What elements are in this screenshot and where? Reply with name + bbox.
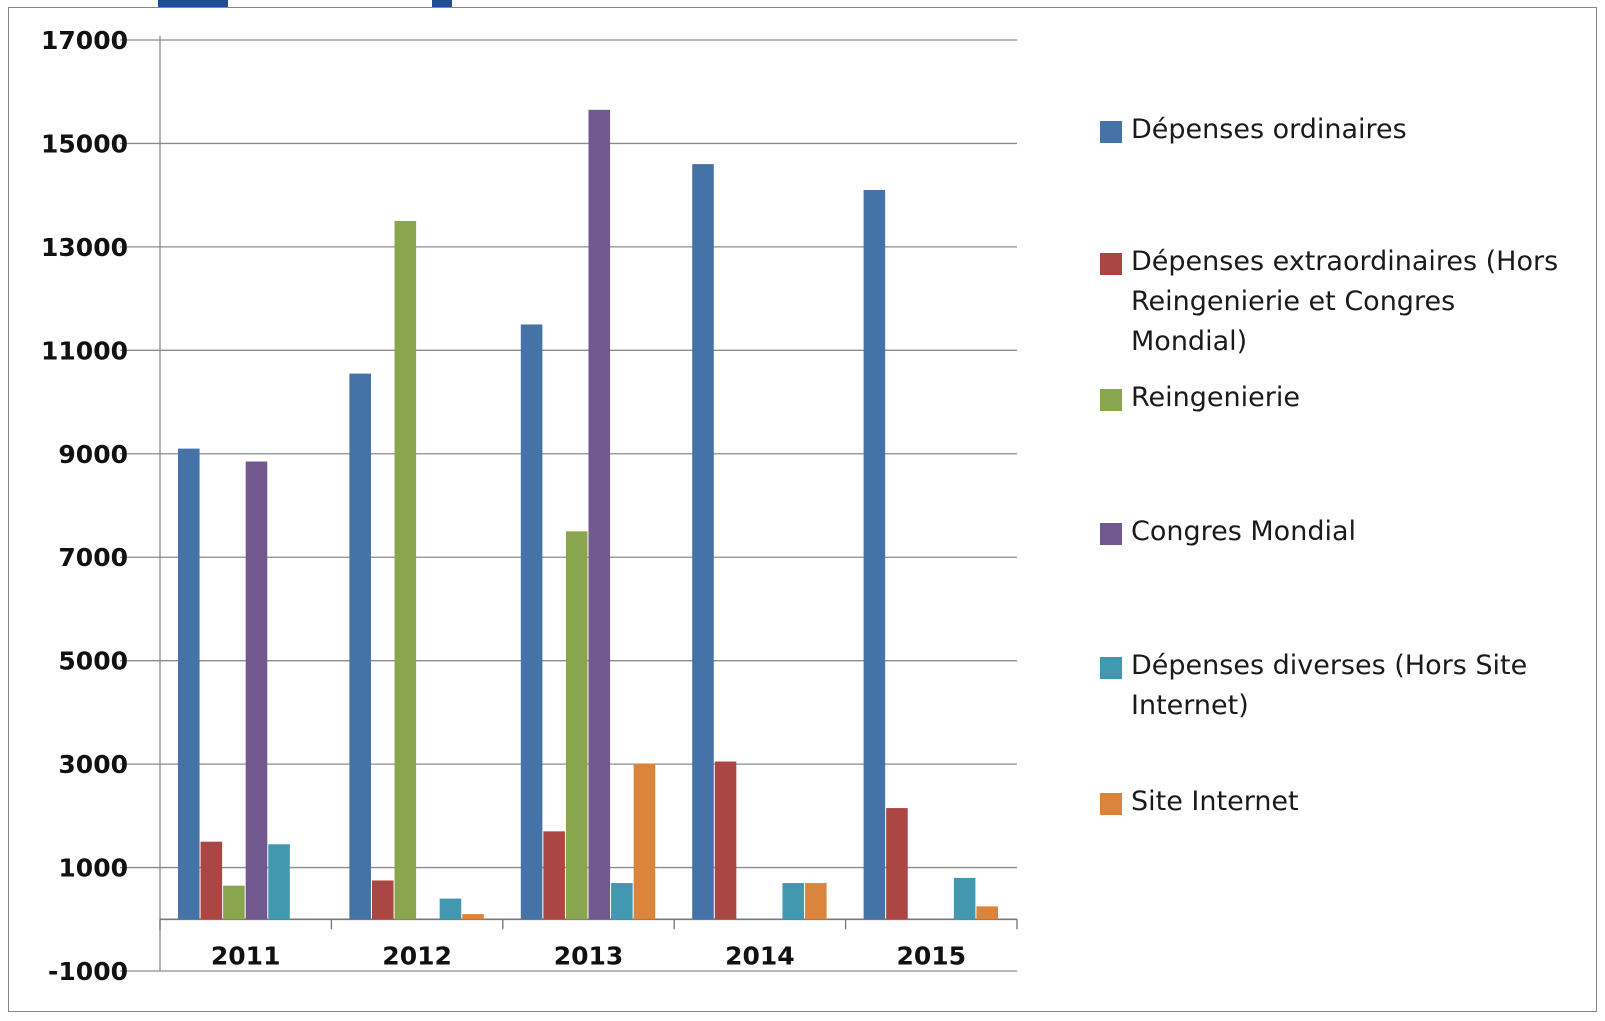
y-tick-label: 7000 [58, 543, 128, 572]
bar [611, 883, 633, 920]
legend-swatch [1100, 657, 1122, 679]
y-tick-label: 15000 [41, 129, 128, 158]
bar [863, 189, 886, 920]
bar [976, 906, 998, 920]
top-strip [0, 0, 1605, 7]
bar [394, 221, 417, 920]
legend-label: Dépenses extraordinaires (Hors Reingenie… [1131, 246, 1559, 357]
y-tick-label: 17000 [41, 26, 128, 55]
legend-swatch [1100, 121, 1122, 143]
legend-label: Reingenierie [1131, 382, 1300, 413]
bar [886, 808, 908, 920]
y-tick-label: 5000 [58, 647, 128, 676]
y-tick-label: 13000 [41, 233, 128, 262]
bar [223, 885, 245, 920]
bar [245, 461, 268, 920]
bar [588, 109, 611, 920]
bar [633, 764, 656, 920]
bar [371, 880, 394, 920]
legend-label: Congres Mondial [1131, 516, 1357, 547]
bar [953, 877, 976, 920]
legend-swatch [1100, 253, 1122, 275]
bar [565, 531, 588, 920]
bar [462, 914, 484, 920]
bar [200, 841, 223, 920]
top-mark-right [432, 0, 452, 7]
y-tick-label: 11000 [41, 336, 128, 365]
bar [520, 324, 543, 920]
y-tick-label: 1000 [58, 854, 128, 883]
legend-label: Site Internet [1131, 786, 1299, 817]
bar [543, 831, 565, 920]
x-tick-label: 2011 [211, 941, 281, 970]
x-tick-label: 2014 [725, 941, 795, 970]
y-tick-label: 9000 [58, 440, 128, 469]
y-tick-label: -1000 [48, 957, 128, 986]
bar [714, 761, 737, 920]
x-tick-label: 2015 [897, 941, 967, 970]
legend-swatch [1100, 793, 1122, 815]
bar [178, 448, 200, 920]
legend-label: Dépenses ordinaires [1131, 114, 1407, 145]
chart-legend: Dépenses ordinaires Dépenses extraordinai… [1100, 110, 1580, 830]
x-tick-label: 2013 [554, 941, 624, 970]
legend-swatch [1100, 523, 1122, 545]
x-tick-label: 2012 [382, 941, 452, 970]
legend-label: Dépenses diverses (Hors Site Internet) [1131, 650, 1528, 721]
bar [349, 373, 371, 920]
bar [439, 898, 462, 920]
bar [268, 844, 290, 920]
bar [805, 883, 827, 920]
top-mark-left [158, 0, 228, 7]
legend-swatch [1100, 389, 1122, 411]
bar [782, 883, 805, 920]
y-tick-label: 3000 [58, 750, 128, 779]
bar [692, 164, 714, 920]
